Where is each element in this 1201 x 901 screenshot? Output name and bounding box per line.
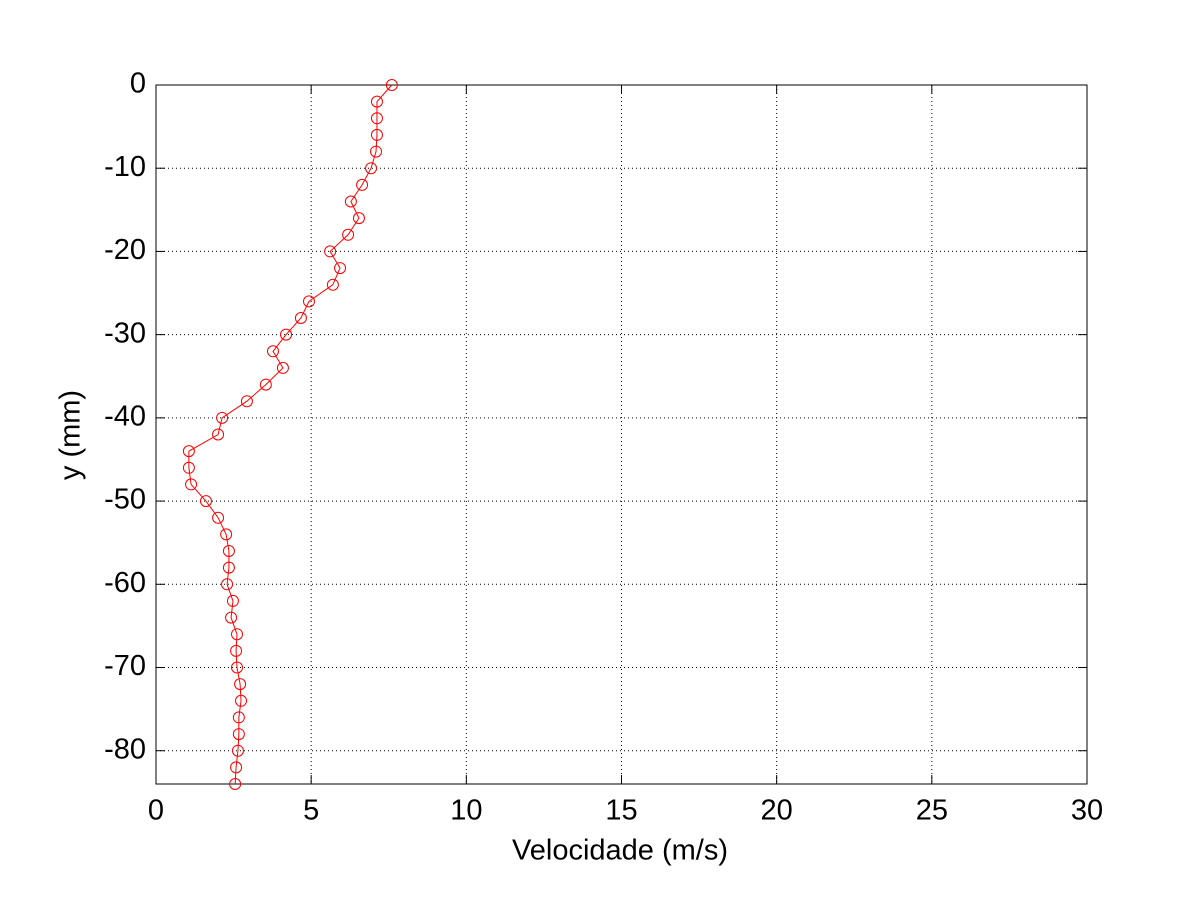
x-tick-label: 15 [605,795,637,827]
data-point [182,445,195,458]
data-point [344,195,357,208]
data-point [294,312,307,324]
data-point [385,79,398,91]
data-point [370,145,383,158]
data-point [229,778,242,790]
data-point [276,361,289,374]
data-point [370,112,383,125]
y-tick-label: 0 [130,68,146,100]
data-point [352,212,365,225]
y-tick-label: -50 [104,484,146,516]
data-point [230,761,243,774]
data-point [370,128,383,141]
x-tick-label: 30 [1071,795,1103,827]
data-point [226,594,239,607]
y-axis-label: y (mm) [55,390,87,480]
y-tick-label: -10 [104,151,146,183]
data-point [212,428,225,441]
data-point [230,644,243,657]
data-point [230,661,243,674]
x-tick-label: 10 [450,795,482,827]
data-line [188,84,393,785]
y-tick-label: -70 [104,650,146,682]
data-point [235,694,248,707]
data-point [259,378,272,391]
y-tick-label: -30 [104,317,146,349]
data-point [240,395,253,408]
data-point [199,495,212,508]
data-point [230,628,243,641]
x-tick-label: 0 [148,795,164,827]
data-point [234,678,247,691]
y-tick-label: -60 [104,567,146,599]
data-point [182,461,195,474]
y-tick-label: -40 [104,401,146,433]
data-point [225,611,238,624]
data-point [342,228,355,241]
data-point [324,245,337,258]
data-point [185,478,198,491]
x-tick-label: 20 [761,795,793,827]
x-axis-label: Velocidade (m/s) [512,835,728,867]
data-point [356,178,369,191]
data-point [212,511,225,524]
data-point [220,528,233,541]
data-point [222,561,235,574]
data-point [370,95,383,108]
x-tick-label: 5 [303,795,319,827]
data-point [216,411,229,424]
data-point [334,262,347,275]
y-tick-label: -80 [104,733,146,765]
data-point [221,578,234,591]
y-tick-label: -20 [104,234,146,266]
data-point [302,295,315,308]
data-point [232,728,245,741]
data-point [222,545,235,557]
data-point [232,711,245,724]
axes-box [155,84,1088,785]
data-point [266,345,279,358]
x-tick-label: 25 [916,795,948,827]
data-point [231,744,244,757]
data-point [280,328,293,341]
data-point [365,162,378,175]
data-point [326,278,339,291]
